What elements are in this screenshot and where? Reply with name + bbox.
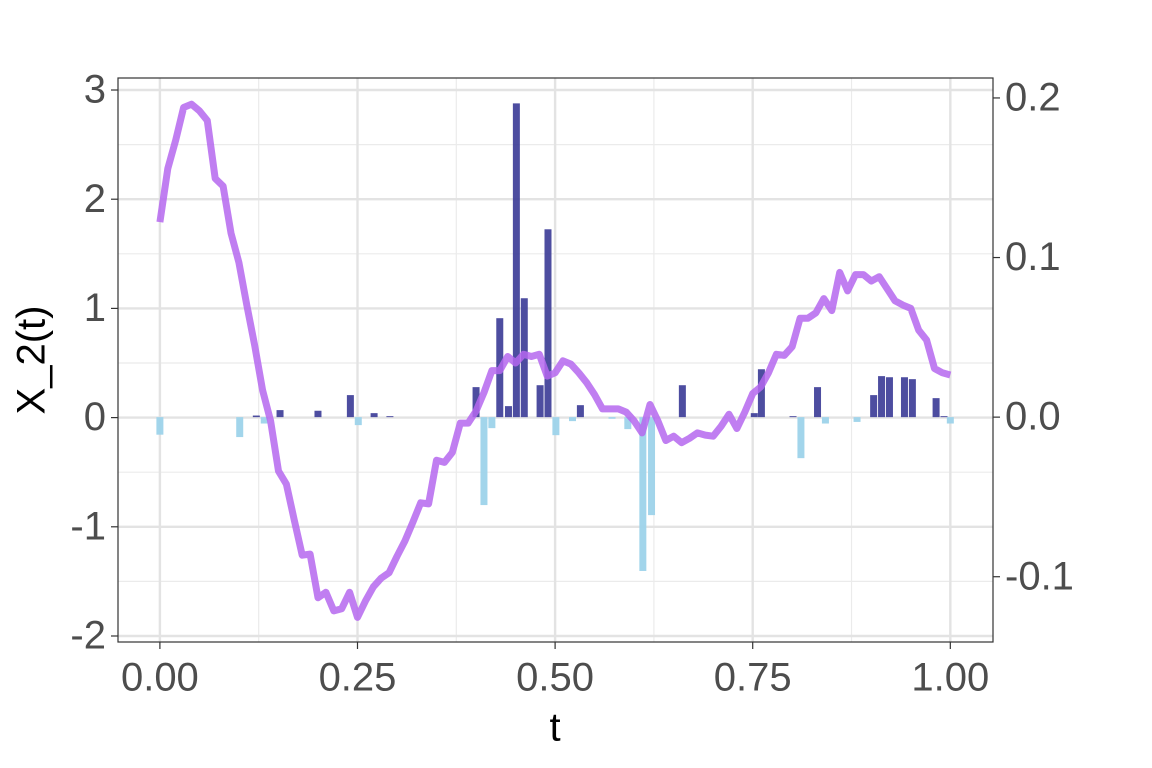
bar [750, 413, 758, 418]
bar [797, 417, 805, 459]
bar [252, 415, 260, 418]
bar [552, 417, 560, 436]
bar [480, 417, 488, 506]
lines [156, 100, 952, 621]
bar [504, 406, 512, 418]
x-tick-label: 0.50 [516, 656, 594, 700]
bar [568, 417, 576, 422]
bar [757, 369, 765, 418]
line [156, 100, 952, 621]
bar [314, 410, 322, 418]
bar [678, 385, 686, 418]
bar [488, 417, 496, 429]
y-tick-label: -1 [70, 504, 106, 548]
bar [789, 416, 797, 418]
bar [156, 417, 164, 435]
x-tick-label: 1.00 [911, 656, 989, 700]
y2-tick-label: -0.1 [1005, 554, 1074, 598]
y2-tick-label: 0.2 [1005, 76, 1061, 120]
x-axis-title: t [549, 706, 560, 750]
bar [885, 377, 893, 418]
y2-tick-label: 0.1 [1005, 235, 1061, 279]
bar [940, 416, 948, 418]
bar [814, 387, 822, 418]
bar [544, 229, 552, 418]
bar [608, 417, 616, 419]
bar [946, 417, 954, 424]
bar [354, 417, 362, 426]
bar [624, 417, 632, 430]
x-tick-label: 0.00 [121, 656, 199, 700]
bar [900, 377, 908, 418]
bar [576, 405, 584, 418]
bar [878, 376, 886, 418]
bar [276, 410, 284, 418]
bar [870, 395, 878, 418]
bar [386, 416, 394, 418]
bar [639, 417, 647, 571]
bar [536, 385, 544, 418]
bar [370, 413, 378, 418]
bar [346, 395, 354, 418]
y2-tick-label: 0.0 [1005, 395, 1061, 439]
y-axis-title: X_2(t) [10, 306, 54, 415]
x-tick-label: 0.75 [714, 656, 792, 700]
bar [932, 398, 940, 418]
y-tick-label: 3 [84, 68, 106, 112]
axes: -2 -1 0 1 2 3 0.00 0.25 0.50 0.75 1.00 -0.1 0.0 0.1 0.… [70, 68, 1074, 700]
bar [236, 417, 244, 438]
y-tick-label: 1 [84, 286, 106, 330]
y-tick-label: -2 [70, 614, 106, 658]
bar [908, 379, 916, 418]
bar [512, 103, 520, 418]
y-tick-label: 0 [84, 395, 106, 439]
x-tick-label: 0.25 [319, 656, 397, 700]
bar [853, 417, 861, 422]
bar [472, 387, 480, 418]
bar [648, 417, 656, 516]
y-tick-label: 2 [84, 177, 106, 221]
bar [821, 417, 829, 424]
bar [260, 417, 268, 424]
